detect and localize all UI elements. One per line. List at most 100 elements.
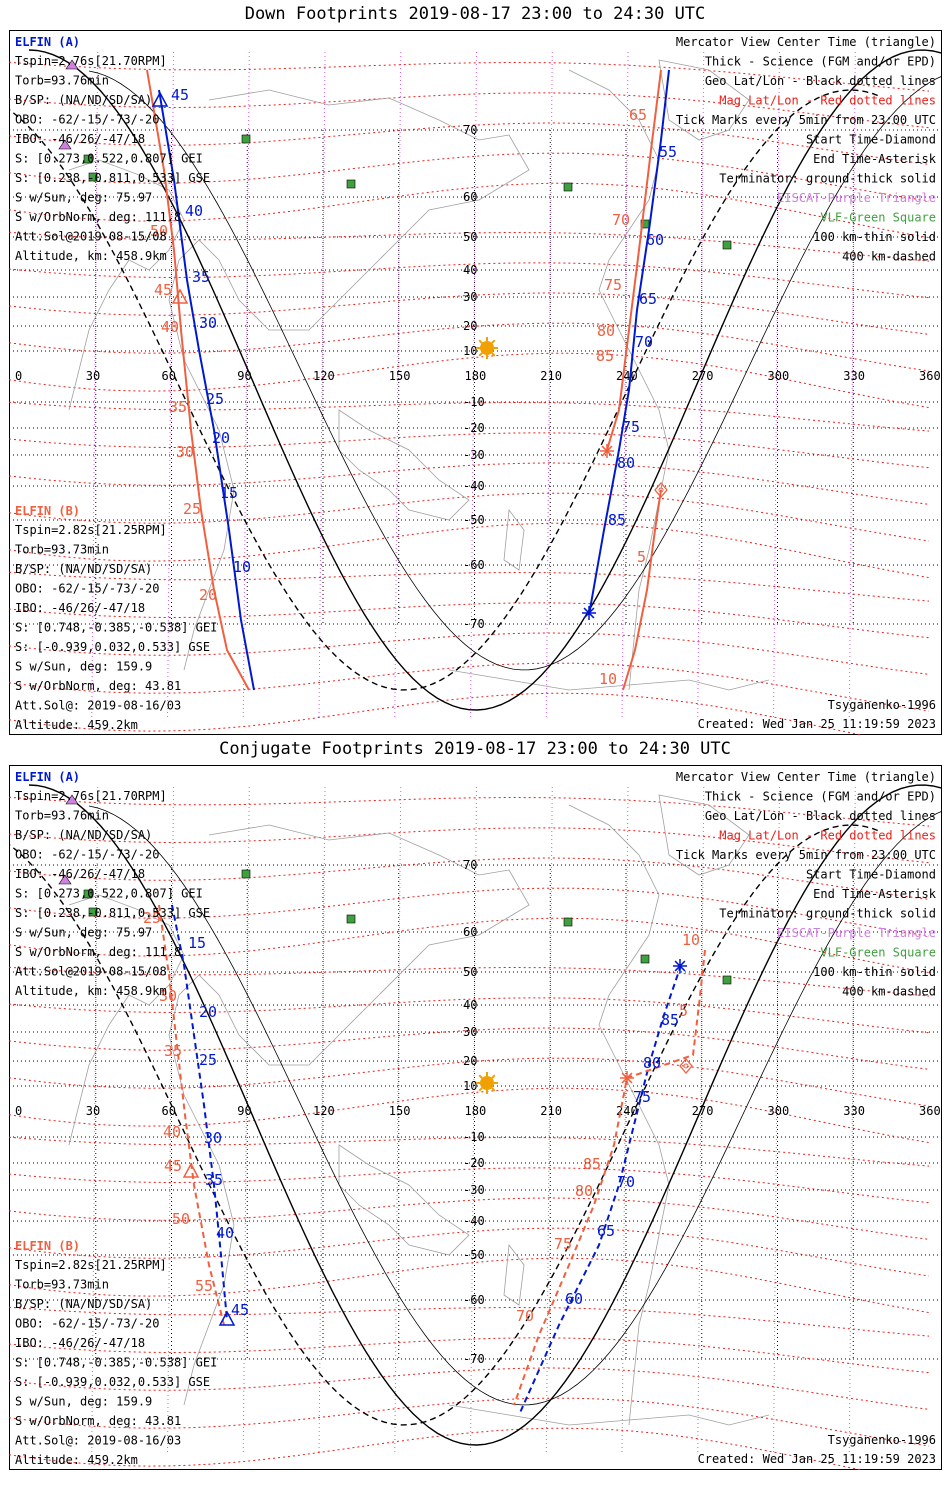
elfin-b-info-line: Altitude: 459.2km: [15, 1453, 138, 1467]
latitude-tick-label: -70: [463, 617, 485, 631]
latitude-tick-label: 40: [463, 998, 477, 1012]
elfin-a-header: ELFIN (A): [15, 35, 80, 49]
magnetic-meridian-line: [242, 786, 250, 1456]
mag-latitude-line: [9, 1337, 930, 1374]
latitude-tick-label: -10: [463, 1130, 485, 1144]
elfin-a-tick-label: 15: [220, 484, 238, 502]
elfin-b-info-line: S w/OrbNorm, deg: 43.81: [15, 679, 181, 693]
mag-latitude-line: [9, 1087, 930, 1144]
elfin-b-tick-label: 75: [604, 276, 622, 294]
magnetic-meridian-line: [394, 51, 402, 721]
elfin-b-tick-label: 80: [575, 1182, 593, 1200]
elfin-b-tick-label: 20: [199, 586, 217, 604]
elfin-b-tick-label: 75: [554, 1235, 572, 1253]
elfin-a-tick-label: 75: [622, 418, 640, 436]
latitude-tick-label: 60: [463, 925, 477, 939]
mag-latitude-line: [9, 966, 930, 997]
start-time-diamond: [679, 1058, 693, 1074]
sun-ray: [478, 339, 483, 344]
panel-title-conjugate: Conjugate Footprints 2019-08-17 23:00 to…: [219, 739, 731, 759]
mag-latitude-line: [9, 262, 930, 299]
magnetic-meridian-line: [697, 51, 705, 721]
vlf-station-square: [722, 240, 732, 250]
elfin-b-info-line: S: [-0.939,0.032,0.533] GSE: [15, 1375, 210, 1389]
vlf-station-square: [88, 907, 98, 917]
elfin-b-tick-label: 25: [143, 909, 161, 927]
longitude-tick-label: 330: [843, 369, 865, 383]
elfin-a-info-line: Torb=93.76min: [15, 74, 109, 88]
legend-entry: Thick - Science (FGM and/or EPD): [705, 55, 936, 69]
magnetic-meridian-line: [621, 786, 629, 1456]
elfin-a-header: ELFIN (A): [15, 770, 80, 784]
elfin-b-tick-label: 85: [583, 1155, 601, 1173]
elfin-b-info-line: OBO: -62/-15/-73/-20: [15, 582, 160, 596]
asterisk-stroke: [601, 445, 613, 457]
latitude-tick-label: -20: [463, 421, 485, 435]
elfin-a-tick-label: 70: [617, 1173, 635, 1191]
elfin-a-tick-label: 80: [643, 1054, 661, 1072]
elfin-b-info-line: Torb=93.73min: [15, 543, 109, 557]
elfin-a-info-line: IBO: -46/26/-47/18: [15, 132, 145, 146]
longitude-tick-label: 60: [162, 369, 176, 383]
latitude-tick-label: 30: [463, 290, 477, 304]
sun-ray: [478, 352, 483, 357]
latitude-tick-label: -50: [463, 513, 485, 527]
mag-latitude-line: [9, 662, 930, 712]
geo-meridians: [91, 786, 856, 1456]
elfin-b-info-line: S: [-0.939,0.032,0.533] GSE: [15, 640, 210, 654]
model-label: Tsyganenko-1996: [828, 1433, 936, 1447]
legend-entry: Geo Lat/Lon - Black dotted lines: [705, 809, 936, 823]
elfin-a-info-line: B/SP: (NA/ND/SD/SA): [15, 828, 152, 842]
longitude-tick-label: 30: [86, 369, 100, 383]
legend-entry: End Time-Asterisk: [813, 152, 937, 166]
mag-latitude-line: [9, 432, 930, 469]
terminator-ground: [28, 784, 942, 1446]
elfin-a-tick-label: 65: [597, 1222, 615, 1240]
mag-latitude-line: [9, 827, 930, 864]
legend-entry: 400 km-dashed: [842, 985, 936, 999]
legend-entry: Terminator: ground-thick solid: [719, 907, 936, 921]
elfin-b-tick-label: 35: [169, 398, 187, 416]
elfin-a-info-line: B/SP: (NA/ND/SD/SA): [15, 93, 152, 107]
latitude-tick-label: 30: [463, 1025, 477, 1039]
elfin-b-tick-label: 40: [163, 1123, 181, 1141]
elfin-a-info-line: OBO: -62/-15/-73/-20: [15, 113, 160, 127]
elfin-b-tick-label: 35: [164, 1042, 182, 1060]
end-time-asterisk: [600, 444, 614, 458]
eiscat-station-triangle: [58, 874, 72, 885]
elfin-a-tick-label: 70: [635, 333, 653, 351]
elfin-b-conjugate-track-east: [513, 949, 706, 1406]
latitude-tick-label: 70: [463, 123, 477, 137]
longitude-tick-label: 60: [162, 1104, 176, 1118]
elfin-a-tick-label: 35: [205, 1171, 223, 1189]
longitude-tick-label: 330: [843, 1104, 865, 1118]
mag-latitude-line: [9, 122, 930, 165]
longitude-tick-label: 0: [15, 1104, 22, 1118]
legend-entry: EISCAT-Purple Triangle: [777, 926, 936, 940]
longitude-tick-label: 0: [15, 369, 22, 383]
vlf-station-square: [640, 954, 650, 964]
coastline: [338, 1144, 470, 1256]
legend-entry: 100 km-thin solid: [813, 230, 936, 244]
vlf-station-square: [722, 975, 732, 985]
longitude-tick-label: 150: [389, 369, 411, 383]
legend-entry: End Time-Asterisk: [813, 887, 937, 901]
elfin-a-info-line: Att.Sol@2019-08-15/08: [15, 230, 167, 244]
mag-latitude-line: [9, 632, 930, 675]
legend-entry: Mag Lat/Lon - Red dotted lines: [719, 94, 936, 108]
elfin-a-tick-label: 80: [617, 454, 635, 472]
coastline: [658, 794, 750, 876]
vlf-station-square: [241, 869, 251, 879]
mag-grid: [9, 61, 930, 735]
magnetic-meridian-line: [318, 51, 326, 721]
elfin-b-tick-label: 45: [164, 1157, 182, 1175]
elfin-b-info-line: IBO: -46/26/-47/18: [15, 601, 145, 615]
elfin-a-info-line: S w/Sun, deg: 75.97: [15, 191, 152, 205]
magnetic-meridian-line: [545, 786, 553, 1456]
latitude-tick-label: -60: [463, 1293, 485, 1307]
elfin-b-info-line: B/SP: (NA/ND/SD/SA): [15, 562, 152, 576]
terminator-400km: [9, 824, 882, 1426]
vlf-station-square: [563, 182, 573, 192]
elfin-b-tick-label: 10: [682, 931, 700, 949]
eiscat-station-triangle: [65, 59, 79, 70]
